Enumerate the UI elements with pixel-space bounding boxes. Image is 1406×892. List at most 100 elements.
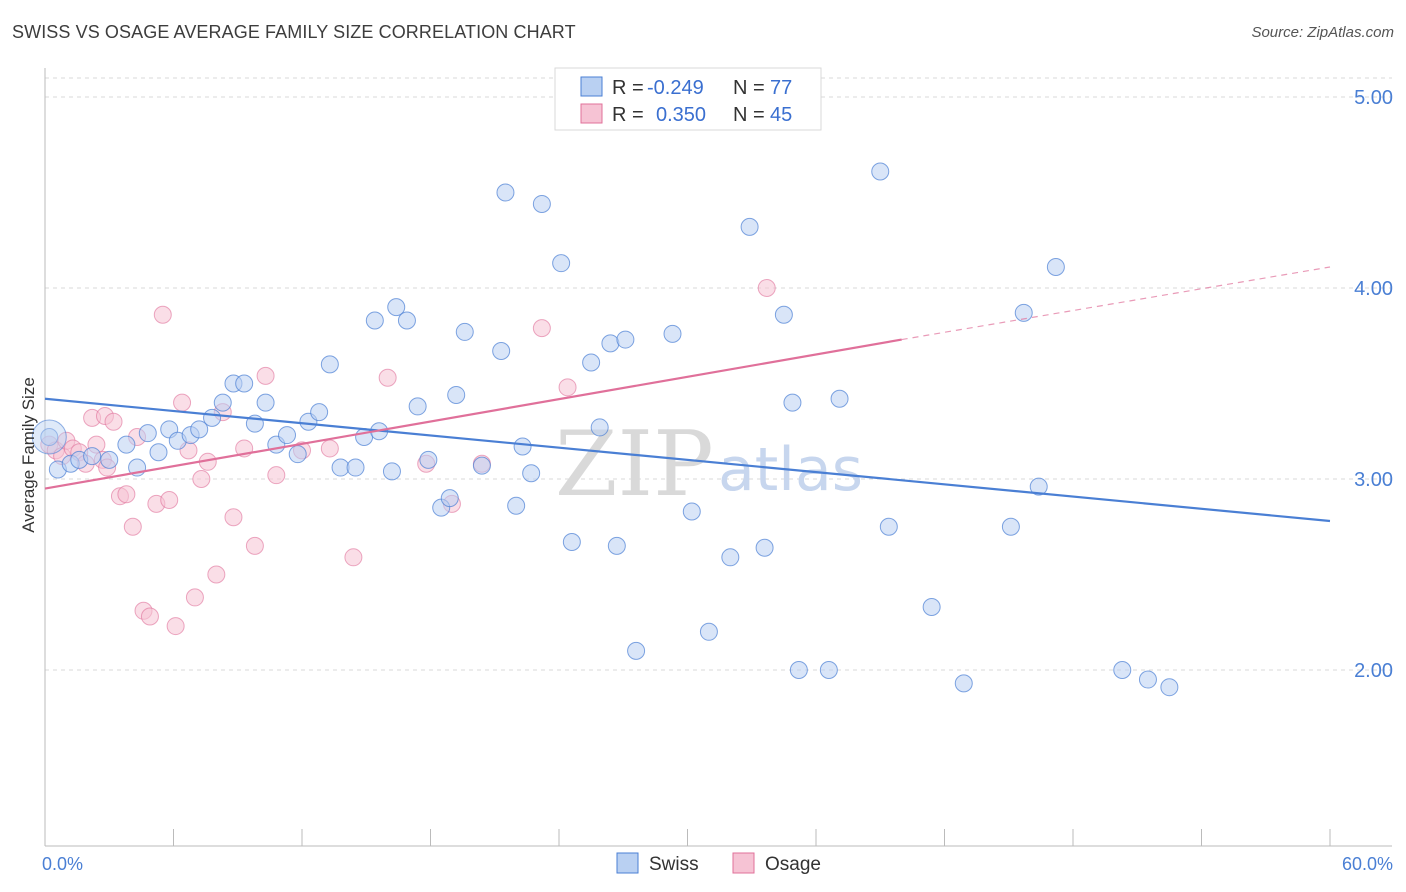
swiss-point <box>419 450 438 469</box>
swiss-point <box>513 437 532 456</box>
y-tick-label: 5.00 <box>1354 87 1393 109</box>
swiss-point <box>1029 477 1048 496</box>
swiss-point <box>601 334 620 353</box>
swiss-point <box>819 661 838 679</box>
swiss-point <box>954 674 973 693</box>
bottom-legend-swatch-osage <box>732 852 755 874</box>
swiss-point <box>455 322 474 341</box>
osage-point <box>185 588 204 607</box>
swiss-point <box>397 311 416 330</box>
y-tick-label: 3.00 <box>1354 469 1393 491</box>
swiss-point <box>149 443 168 462</box>
swiss-point <box>203 408 222 427</box>
swiss-point <box>582 353 601 372</box>
grid-lines <box>45 77 1392 671</box>
swiss-point <box>365 311 384 330</box>
swiss-point <box>310 403 329 422</box>
y-tick-label: 4.00 <box>1354 278 1393 300</box>
osage-point <box>160 491 179 510</box>
swiss-point <box>627 641 646 660</box>
swiss-point <box>440 489 459 508</box>
swiss-point <box>507 496 526 515</box>
osage-point <box>245 536 264 555</box>
swiss-point <box>235 374 254 393</box>
osage-point <box>320 439 339 458</box>
swiss-point <box>522 464 541 483</box>
swiss-point <box>1113 661 1132 679</box>
swiss-point <box>1138 670 1157 689</box>
swiss-point <box>590 418 609 437</box>
osage-point <box>153 305 172 324</box>
osage-point <box>173 393 192 412</box>
y-tick-labels: 2.00 3.00 4.00 5.00 <box>1354 87 1393 682</box>
swiss-point <box>1160 678 1179 697</box>
swiss-point <box>783 393 802 412</box>
swiss-point <box>616 330 635 349</box>
legend-n-value-swiss: 77 <box>770 77 792 99</box>
swiss-point <box>879 517 898 536</box>
swiss-point <box>278 426 297 445</box>
swiss-point <box>382 462 401 481</box>
swiss-point <box>213 393 232 412</box>
swiss-point <box>663 324 682 343</box>
swiss-point <box>830 389 849 408</box>
legend-swatch-osage <box>580 103 603 124</box>
y-axis-label: Average Family Size <box>19 377 38 533</box>
swiss-point <box>740 217 759 236</box>
bottom-legend-swatch-swiss <box>616 852 639 874</box>
swiss-point <box>100 450 119 469</box>
osage-point <box>558 378 577 397</box>
swiss-point <box>331 458 350 477</box>
swiss-point <box>472 456 491 475</box>
y-tick-label: 2.00 <box>1354 660 1393 682</box>
swiss-trend-line <box>44 397 1331 523</box>
swiss-point <box>387 298 406 317</box>
osage-point <box>757 279 776 297</box>
swiss-point <box>288 445 307 464</box>
x-tick-labels: 0.0% 60.0% <box>42 854 1393 874</box>
swiss-point <box>190 420 209 439</box>
legend: R = -0.249 N = 77 R = 0.350 N = 45 <box>554 67 822 131</box>
swiss-points <box>31 162 1179 697</box>
swiss-point <box>256 393 275 412</box>
swiss-point <box>346 458 365 477</box>
swiss-point <box>117 435 136 454</box>
x-tick-label-max: 60.0% <box>1342 854 1393 874</box>
trend-lines <box>44 266 1331 523</box>
osage-trend-line <box>44 338 902 490</box>
osage-point <box>123 517 142 536</box>
swiss-point <box>40 427 59 446</box>
swiss-point <box>552 254 571 273</box>
chart-title: SWISS VS OSAGE AVERAGE FAMILY SIZE CORRE… <box>12 22 576 42</box>
swiss-point <box>532 194 551 213</box>
swiss-point <box>721 548 740 567</box>
osage-point <box>378 368 397 387</box>
osage-point <box>166 617 185 636</box>
bottom-legend-label-osage: Osage <box>765 854 821 875</box>
swiss-point <box>447 385 466 404</box>
swiss-point <box>607 536 626 555</box>
swiss-point <box>871 162 890 181</box>
osage-point <box>267 466 286 485</box>
osage-point <box>224 508 243 527</box>
swiss-point <box>562 533 581 552</box>
swiss-point <box>1001 517 1020 536</box>
legend-n-label-osage: N = <box>733 104 765 126</box>
swiss-point <box>320 355 339 374</box>
watermark-zip: ZIP <box>555 412 714 517</box>
osage-point <box>207 565 226 584</box>
legend-r-label-osage: R = <box>612 104 644 126</box>
swiss-point <box>138 424 157 443</box>
bottom-legend-label-swiss: Swiss <box>649 854 699 875</box>
osage-point <box>344 548 363 567</box>
osage-point <box>256 366 275 385</box>
legend-n-label-swiss: N = <box>733 77 765 99</box>
swiss-point <box>699 622 718 641</box>
swiss-point <box>496 183 515 202</box>
legend-r-value-swiss: -0.249 <box>647 77 704 99</box>
legend-n-value-osage: 45 <box>770 104 792 126</box>
osage-trend-extension <box>901 266 1331 341</box>
legend-r-label-swiss: R = <box>612 77 644 99</box>
swiss-point <box>1046 257 1065 276</box>
